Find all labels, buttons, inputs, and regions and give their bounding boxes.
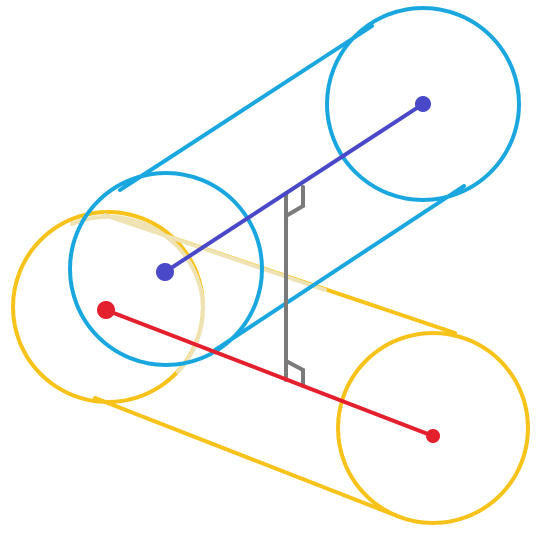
blue-cylinder-top-edge	[118, 24, 374, 192]
blue-cylinder-near-cap	[68, 171, 264, 367]
right-angle-marker-top	[284, 185, 305, 218]
blue-cylinder-bottom-edge	[210, 184, 466, 354]
red-axis-far-point	[426, 429, 440, 443]
yellow-cylinder-far-cap	[336, 331, 530, 525]
blue-axis-segment	[156, 96, 431, 281]
blue-axis-far-point	[415, 96, 431, 112]
red-axis-near-point	[97, 301, 115, 319]
blue-axis-line	[163, 102, 425, 274]
blue-axis-near-point	[156, 263, 174, 281]
red-axis-line	[104, 308, 435, 438]
yellow-hidden-edges	[70, 213, 327, 374]
red-axis-segment	[97, 301, 440, 443]
yellow-cylinder-bottom-edge	[93, 396, 402, 519]
common-perpendicular	[284, 185, 305, 388]
yellow-hidden-top-edge	[103, 213, 327, 292]
yellow-cylinder	[11, 210, 530, 525]
blue-cylinder-far-cap	[325, 6, 521, 202]
right-angle-marker-bottom	[284, 359, 305, 388]
blue-cylinder	[68, 6, 521, 367]
